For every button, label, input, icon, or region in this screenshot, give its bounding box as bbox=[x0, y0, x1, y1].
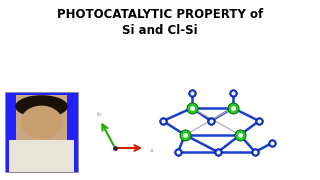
Bar bbox=[5, 92, 78, 172]
Text: Si and Cl-Si: Si and Cl-Si bbox=[122, 24, 198, 37]
Text: x: x bbox=[150, 147, 154, 152]
Bar bbox=[9, 140, 74, 172]
Text: PHOTOCATALYTIC PROPERTY of: PHOTOCATALYTIC PROPERTY of bbox=[57, 8, 263, 21]
Bar bbox=[16, 95, 67, 142]
Text: b: b bbox=[96, 112, 100, 117]
Ellipse shape bbox=[15, 95, 68, 118]
Ellipse shape bbox=[20, 106, 63, 139]
